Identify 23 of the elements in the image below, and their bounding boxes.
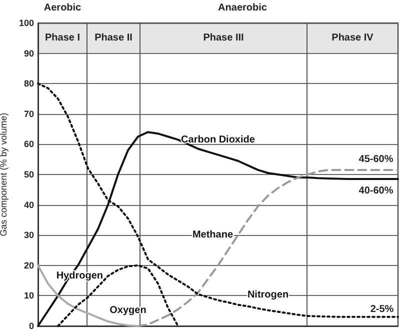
text: Anaerobic — [218, 2, 268, 14]
annotation: Phase II — [94, 32, 133, 44]
y-tick-label: 0 — [28, 321, 34, 331]
y-tick-label: 30 — [24, 230, 34, 240]
y-tick-label: 70 — [24, 108, 34, 119]
y-tick-label: 50 — [24, 170, 34, 180]
annotation: 2-5% — [370, 304, 394, 315]
y-axis-title: Gas component (% by volume) — [0, 112, 9, 236]
annotation: Phase IV — [332, 32, 374, 44]
line-series — [57, 264, 179, 327]
annotation: 40-60% — [358, 186, 394, 197]
y-tick-label: 60 — [24, 139, 34, 150]
y-tick-label: 80 — [24, 78, 34, 89]
text: Aerobic — [44, 2, 82, 14]
y-tick-label: 10 — [24, 290, 34, 301]
annotation: 45-60% — [358, 154, 394, 165]
y-tick-label: 20 — [24, 260, 34, 270]
annotation: Phase I — [44, 32, 80, 44]
series-label: Carbon Dioxide — [181, 134, 256, 146]
y-tick-label: 100 — [18, 18, 34, 28]
y-tick-label: 90 — [24, 48, 34, 58]
annotation: Phase III — [203, 32, 244, 44]
y-tick-label: 40 — [24, 200, 34, 210]
